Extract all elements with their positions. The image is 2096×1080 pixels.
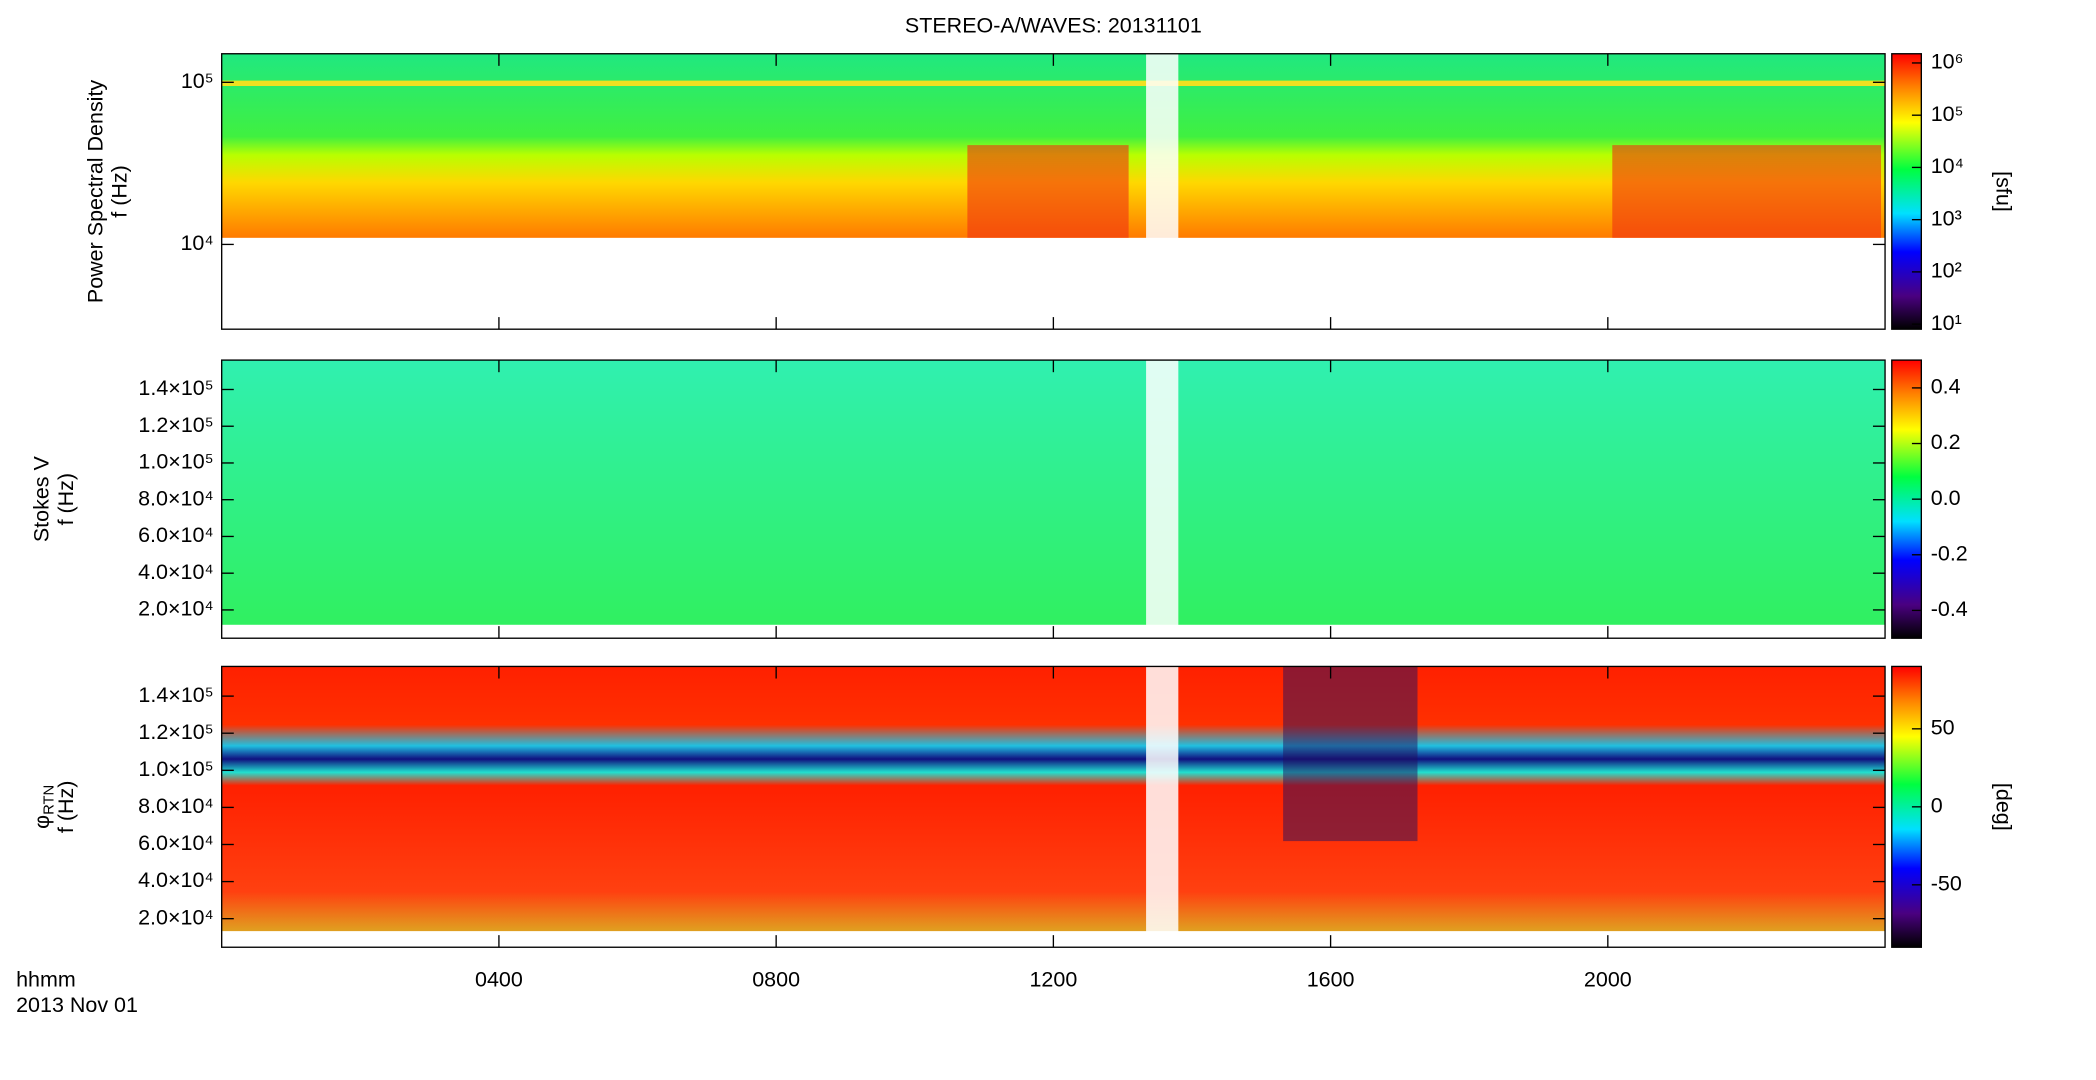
y-tick-label: 2.0×10⁴ bbox=[138, 905, 214, 929]
colorbar-tick-label: 50 bbox=[1931, 716, 1955, 740]
colorbar-tick-label: 10¹ bbox=[1931, 311, 1962, 335]
colorbar-tick-label: 0.0 bbox=[1931, 486, 1961, 510]
y-axis-label: f (Hz) bbox=[54, 473, 78, 526]
colorbar-tick-label: 0 bbox=[1931, 794, 1943, 818]
data-gap bbox=[1146, 53, 1179, 948]
x-axis-date: 2013 Nov 01 bbox=[16, 993, 138, 1017]
y-tick-label: 10⁵ bbox=[181, 69, 214, 93]
colorbar-tick-label: 10⁴ bbox=[1931, 154, 1964, 178]
colorbar-tick-label: 10³ bbox=[1931, 206, 1962, 230]
x-axis-label: hhmm bbox=[16, 968, 76, 992]
y-axis-label: f (Hz) bbox=[54, 781, 78, 834]
colorbar-tick-label: 10⁵ bbox=[1931, 102, 1964, 126]
chart-title: STEREO-A/WAVES: 20131101 bbox=[905, 14, 1202, 38]
y-tick-label: 1.2×10⁵ bbox=[138, 720, 213, 744]
spectrogram bbox=[221, 360, 1886, 625]
y-tick-label: 2.0×10⁴ bbox=[138, 597, 214, 621]
spectrogram-line bbox=[221, 80, 1886, 87]
spectrogram bbox=[221, 666, 1886, 932]
colorbar-tick-label: -0.2 bbox=[1931, 541, 1968, 565]
colorbar-label: [deg] bbox=[1991, 783, 2015, 831]
y-axis-label: f (Hz) bbox=[108, 165, 132, 218]
x-tick-label: 0800 bbox=[752, 968, 800, 992]
y-tick-label: 10⁴ bbox=[180, 231, 213, 255]
colorbar-tick-label: 10⁶ bbox=[1931, 50, 1964, 74]
colorbar-tick-label: -0.4 bbox=[1931, 597, 1968, 621]
y-tick-label: 1.0×10⁵ bbox=[138, 450, 213, 474]
y-axis-label: Stokes V bbox=[30, 455, 54, 542]
y-tick-label: 8.0×10⁴ bbox=[138, 794, 214, 818]
spectrogram-burst bbox=[1612, 145, 1882, 238]
y-axis-subscript: RTN bbox=[42, 785, 58, 815]
colorbar-tick-label: 10² bbox=[1931, 259, 1962, 283]
y-axis-symbol: φ bbox=[30, 815, 54, 829]
colorbar bbox=[1891, 53, 1923, 330]
y-axis-label: Power Spectral Density bbox=[83, 80, 107, 304]
spectrogram-region bbox=[1283, 666, 1418, 842]
colorbar-tick-label: -50 bbox=[1931, 872, 1962, 896]
colorbar-tick-label: 0.2 bbox=[1931, 430, 1961, 454]
colorbar-label: [sfu] bbox=[1991, 171, 2015, 212]
y-tick-label: 8.0×10⁴ bbox=[138, 486, 214, 510]
y-axis-label: φRTN bbox=[30, 785, 58, 829]
y-tick-label: 6.0×10⁴ bbox=[138, 523, 214, 547]
y-tick-label: 6.0×10⁴ bbox=[138, 831, 214, 855]
y-tick-label: 4.0×10⁴ bbox=[138, 868, 214, 892]
spectrogram-burst bbox=[967, 145, 1129, 238]
y-tick-label: 1.0×10⁵ bbox=[138, 757, 213, 781]
x-tick-label: 1600 bbox=[1307, 968, 1355, 992]
y-tick-label: 1.4×10⁵ bbox=[138, 683, 213, 707]
colorbar-tick-label: 0.4 bbox=[1931, 375, 1961, 399]
axes: STEREO-A/WAVES: 20131101 10⁴ 10⁵ Power Spec… bbox=[16, 14, 2015, 1017]
y-tick-label: 1.2×10⁵ bbox=[138, 413, 213, 437]
x-tick-label: 2000 bbox=[1584, 968, 1632, 992]
y-tick-label: 4.0×10⁴ bbox=[138, 560, 214, 584]
x-tick-label: 1200 bbox=[1029, 968, 1077, 992]
y-tick-label: 1.4×10⁵ bbox=[138, 376, 213, 400]
x-tick-label: 0400 bbox=[475, 968, 523, 992]
